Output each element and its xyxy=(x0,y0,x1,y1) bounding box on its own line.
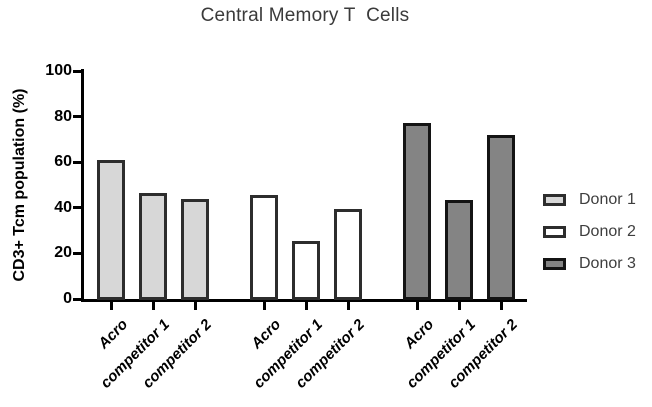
bar-donor-3-acro xyxy=(403,123,431,300)
x-axis-line xyxy=(81,299,527,302)
bar-donor-1-acro xyxy=(97,160,125,300)
x-axis-tick xyxy=(151,302,155,310)
x-tick-label: Acro xyxy=(247,316,285,353)
bar-donor-3-competitor-2 xyxy=(487,135,515,300)
bar-donor-3-competitor-1 xyxy=(445,200,473,300)
bar-donor-2-acro xyxy=(250,195,278,300)
legend-swatch-icon xyxy=(543,194,566,206)
x-tick-label: Acro xyxy=(400,316,438,353)
legend-item: Donor 2 xyxy=(543,223,636,241)
y-axis-line xyxy=(81,69,84,302)
y-tick-label: 80 xyxy=(54,107,72,125)
y-axis-label: CD3+ Tcm population (%) xyxy=(11,88,28,282)
y-tick-label: 40 xyxy=(54,198,72,216)
legend: Donor 1 Donor 2 Donor 3 xyxy=(543,191,636,287)
bar-donor-1-competitor-2 xyxy=(181,199,209,300)
y-axis-tick xyxy=(73,297,82,301)
x-axis-tick xyxy=(499,302,503,310)
legend-label: Donor 1 xyxy=(579,191,636,208)
x-axis-tick xyxy=(262,302,266,310)
y-tick-label: 20 xyxy=(54,244,72,262)
legend-item: Donor 3 xyxy=(543,255,636,273)
y-tick-label: 60 xyxy=(54,153,72,171)
bar-donor-2-competitor-1 xyxy=(292,241,320,300)
x-axis-tick xyxy=(304,302,308,310)
chart-title: Central Memory T Cells xyxy=(200,5,410,26)
x-tick-label: Acro xyxy=(94,316,132,353)
legend-swatch-icon xyxy=(543,226,566,238)
y-tick-label: 0 xyxy=(63,290,72,307)
x-axis-tick xyxy=(346,302,350,310)
x-axis-tick xyxy=(193,302,197,310)
y-axis-tick xyxy=(73,206,82,210)
bar-donor-2-competitor-2 xyxy=(334,209,362,300)
x-axis-tick xyxy=(415,302,419,310)
bar-donor-1-competitor-1 xyxy=(139,193,167,300)
legend-swatch-icon xyxy=(543,258,566,270)
legend-item: Donor 1 xyxy=(543,191,636,209)
y-axis-tick xyxy=(73,115,82,119)
legend-label: Donor 2 xyxy=(579,223,636,240)
y-axis-tick xyxy=(73,251,82,255)
y-axis-tick xyxy=(73,160,82,164)
x-axis-tick xyxy=(109,302,113,310)
y-tick-label: 100 xyxy=(45,62,72,79)
legend-label: Donor 3 xyxy=(579,255,636,272)
x-axis-tick xyxy=(457,302,461,310)
y-axis-tick xyxy=(73,69,82,73)
